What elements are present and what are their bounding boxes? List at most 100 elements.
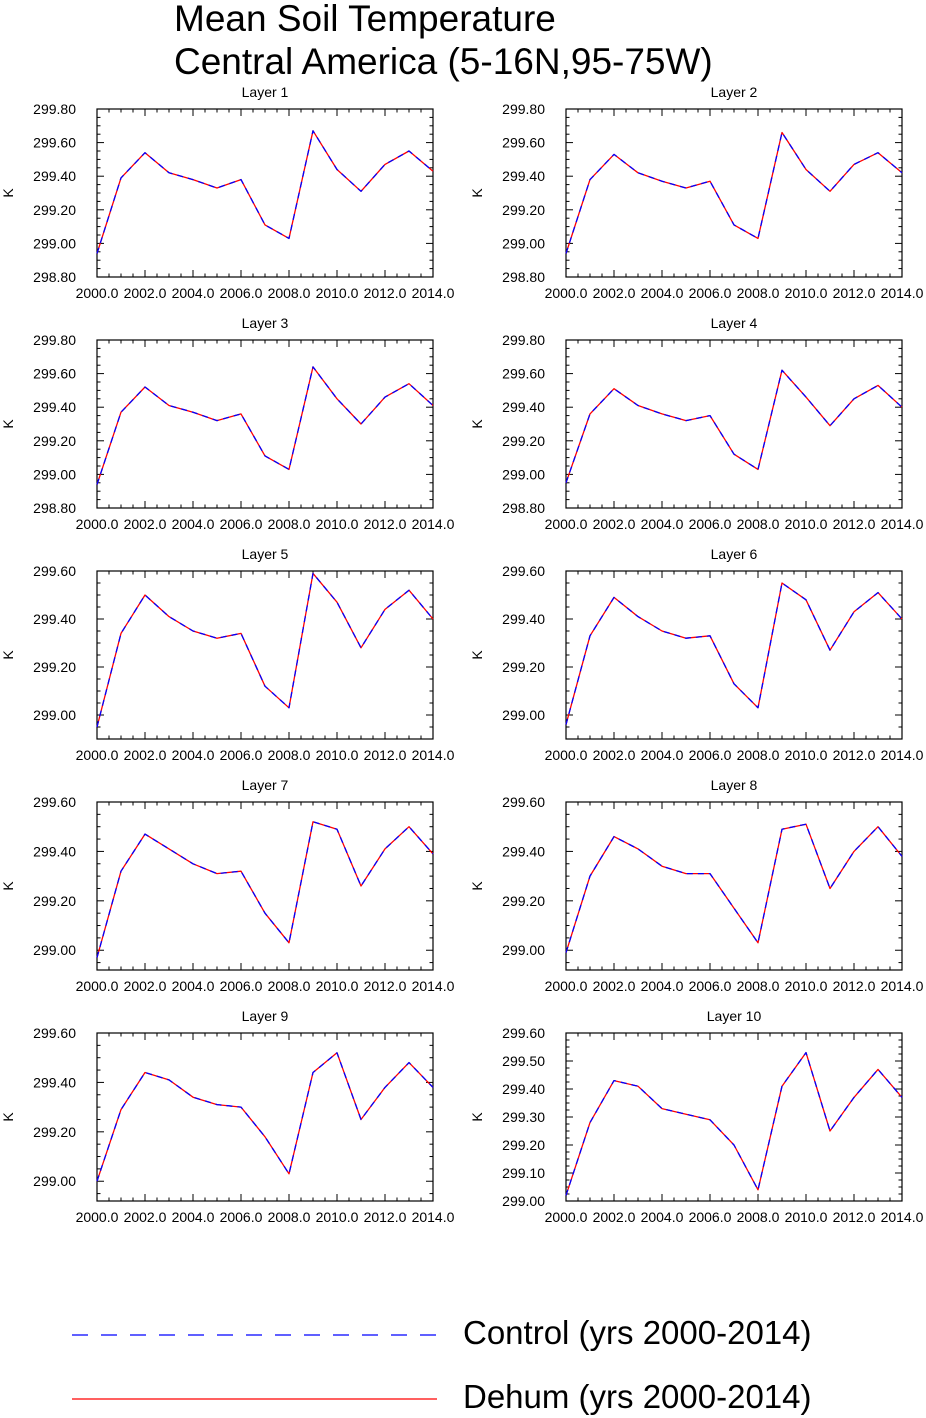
x-tick-label: 2010.0: [785, 285, 828, 301]
series-line-dehum: [96, 821, 434, 958]
x-tick-label: 2002.0: [593, 978, 636, 994]
x-tick-label: 2004.0: [641, 1209, 684, 1225]
y-tick-label: 299.00: [502, 466, 545, 482]
x-tick-label: 2014.0: [881, 1209, 924, 1225]
x-tick-label: 2000.0: [545, 1209, 588, 1225]
plot-frame: [96, 339, 434, 509]
x-tick-label: 2004.0: [641, 285, 684, 301]
panel-layer-6: 2000.0 2002.0 2004.0 2006.0 2008.0 2010.0 2012…: [469, 546, 924, 763]
y-tick-label: 298.80: [33, 269, 76, 285]
x-tick-label: 2012.0: [364, 516, 407, 532]
x-tick-label: 2014.0: [412, 978, 455, 994]
legend-label-dehum: Dehum (yrs 2000-2014): [463, 1378, 812, 1415]
x-tick-label: 2002.0: [593, 1209, 636, 1225]
x-tick-label: 2004.0: [172, 285, 215, 301]
y-axis-label: K: [469, 419, 485, 429]
series-line-dehum: [96, 130, 434, 254]
x-tick-label: 2010.0: [316, 516, 359, 532]
x-tick-label: 2000.0: [76, 285, 119, 301]
y-tick-label: 299.60: [502, 366, 545, 382]
x-tick-label: 2006.0: [220, 747, 263, 763]
x-tick-label: 2004.0: [172, 978, 215, 994]
y-tick-label: 299.20: [502, 893, 545, 909]
legend: [72, 1334, 437, 1400]
y-tick-label: 299.60: [33, 366, 76, 382]
x-tick-label: 2002.0: [124, 1209, 167, 1225]
x-tick-label: 2014.0: [412, 1209, 455, 1225]
series-line-control: [96, 821, 434, 958]
x-tick-label: 2014.0: [412, 285, 455, 301]
plot-frame: [96, 1032, 434, 1202]
legend-label-control: Control (yrs 2000-2014): [463, 1314, 812, 1351]
panel-title: Layer 9: [242, 1008, 289, 1024]
y-tick-label: 298.80: [33, 500, 76, 516]
series-line-control: [96, 572, 434, 728]
x-tick-label: 2010.0: [316, 285, 359, 301]
panel-layer-1: 2000.0 2002.0 2004.0 2006.0 2008.0 2010.0 2012…: [0, 84, 455, 301]
y-tick-label: 299.60: [33, 794, 76, 810]
y-tick-label: 299.00: [33, 466, 76, 482]
x-tick-label: 2008.0: [268, 285, 311, 301]
plot-frame: [565, 108, 903, 278]
series-line-dehum: [96, 366, 434, 485]
y-tick-label: 299.40: [33, 611, 76, 627]
y-tick-label: 299.40: [502, 168, 545, 184]
panel-title: Layer 2: [711, 84, 758, 100]
chart-title-line2: Central America (5-16N,95-75W): [174, 41, 713, 82]
x-tick-label: 2014.0: [881, 747, 924, 763]
x-tick-label: 2010.0: [316, 1209, 359, 1225]
series-line-control: [96, 366, 434, 485]
panel-layer-4: 2000.0 2002.0 2004.0 2006.0 2008.0 2010.0 2012…: [469, 315, 924, 532]
x-tick-label: 2006.0: [220, 978, 263, 994]
y-tick-label: 299.00: [502, 942, 545, 958]
plot-frame: [565, 339, 903, 509]
y-tick-label: 299.60: [502, 1025, 545, 1041]
x-tick-label: 2008.0: [737, 747, 780, 763]
y-tick-label: 299.00: [502, 1193, 545, 1209]
plot-frame: [565, 570, 903, 740]
x-tick-label: 2012.0: [833, 285, 876, 301]
x-tick-label: 2008.0: [268, 1209, 311, 1225]
panel-title: Layer 8: [711, 777, 758, 793]
y-tick-label: 299.00: [502, 235, 545, 251]
panel-title: Layer 3: [242, 315, 289, 331]
y-tick-label: 299.80: [502, 332, 545, 348]
y-tick-label: 299.40: [502, 611, 545, 627]
y-tick-label: 299.20: [33, 1124, 76, 1140]
x-tick-label: 2012.0: [364, 978, 407, 994]
x-tick-label: 2012.0: [833, 747, 876, 763]
x-tick-label: 2014.0: [881, 285, 924, 301]
panel-layer-7: 2000.0 2002.0 2004.0 2006.0 2008.0 2010.0 2012…: [0, 777, 455, 994]
y-tick-label: 299.50: [502, 1053, 545, 1069]
x-tick-label: 2012.0: [833, 516, 876, 532]
plot-frame: [565, 801, 903, 971]
y-tick-label: 299.60: [33, 135, 76, 151]
x-tick-label: 2006.0: [689, 285, 732, 301]
x-tick-label: 2010.0: [785, 516, 828, 532]
plot-frame: [565, 1032, 903, 1202]
series-line-control: [96, 1052, 434, 1182]
panel-title: Layer 1: [242, 84, 289, 100]
x-tick-label: 2014.0: [881, 516, 924, 532]
y-tick-label: 299.30: [502, 1109, 545, 1125]
series-line-control: [565, 1051, 903, 1196]
x-tick-label: 2006.0: [689, 516, 732, 532]
panel-title: Layer 10: [707, 1008, 762, 1024]
y-axis-label: K: [0, 188, 16, 198]
x-tick-label: 2002.0: [593, 747, 636, 763]
x-tick-label: 2002.0: [593, 516, 636, 532]
y-axis-label: K: [469, 188, 485, 198]
y-tick-label: 299.20: [33, 659, 76, 675]
panel-layer-2: 2000.0 2002.0 2004.0 2006.0 2008.0 2010.0 2012…: [469, 84, 924, 301]
panel-title: Layer 5: [242, 546, 289, 562]
y-tick-label: 299.80: [502, 101, 545, 117]
x-tick-label: 2000.0: [76, 1209, 119, 1225]
y-axis-label: K: [0, 1112, 16, 1122]
series-line-dehum: [565, 131, 903, 254]
y-tick-label: 299.60: [502, 794, 545, 810]
y-tick-label: 299.20: [33, 433, 76, 449]
x-tick-label: 2002.0: [124, 516, 167, 532]
x-tick-label: 2004.0: [172, 747, 215, 763]
x-tick-label: 2000.0: [76, 747, 119, 763]
x-tick-label: 2008.0: [737, 285, 780, 301]
